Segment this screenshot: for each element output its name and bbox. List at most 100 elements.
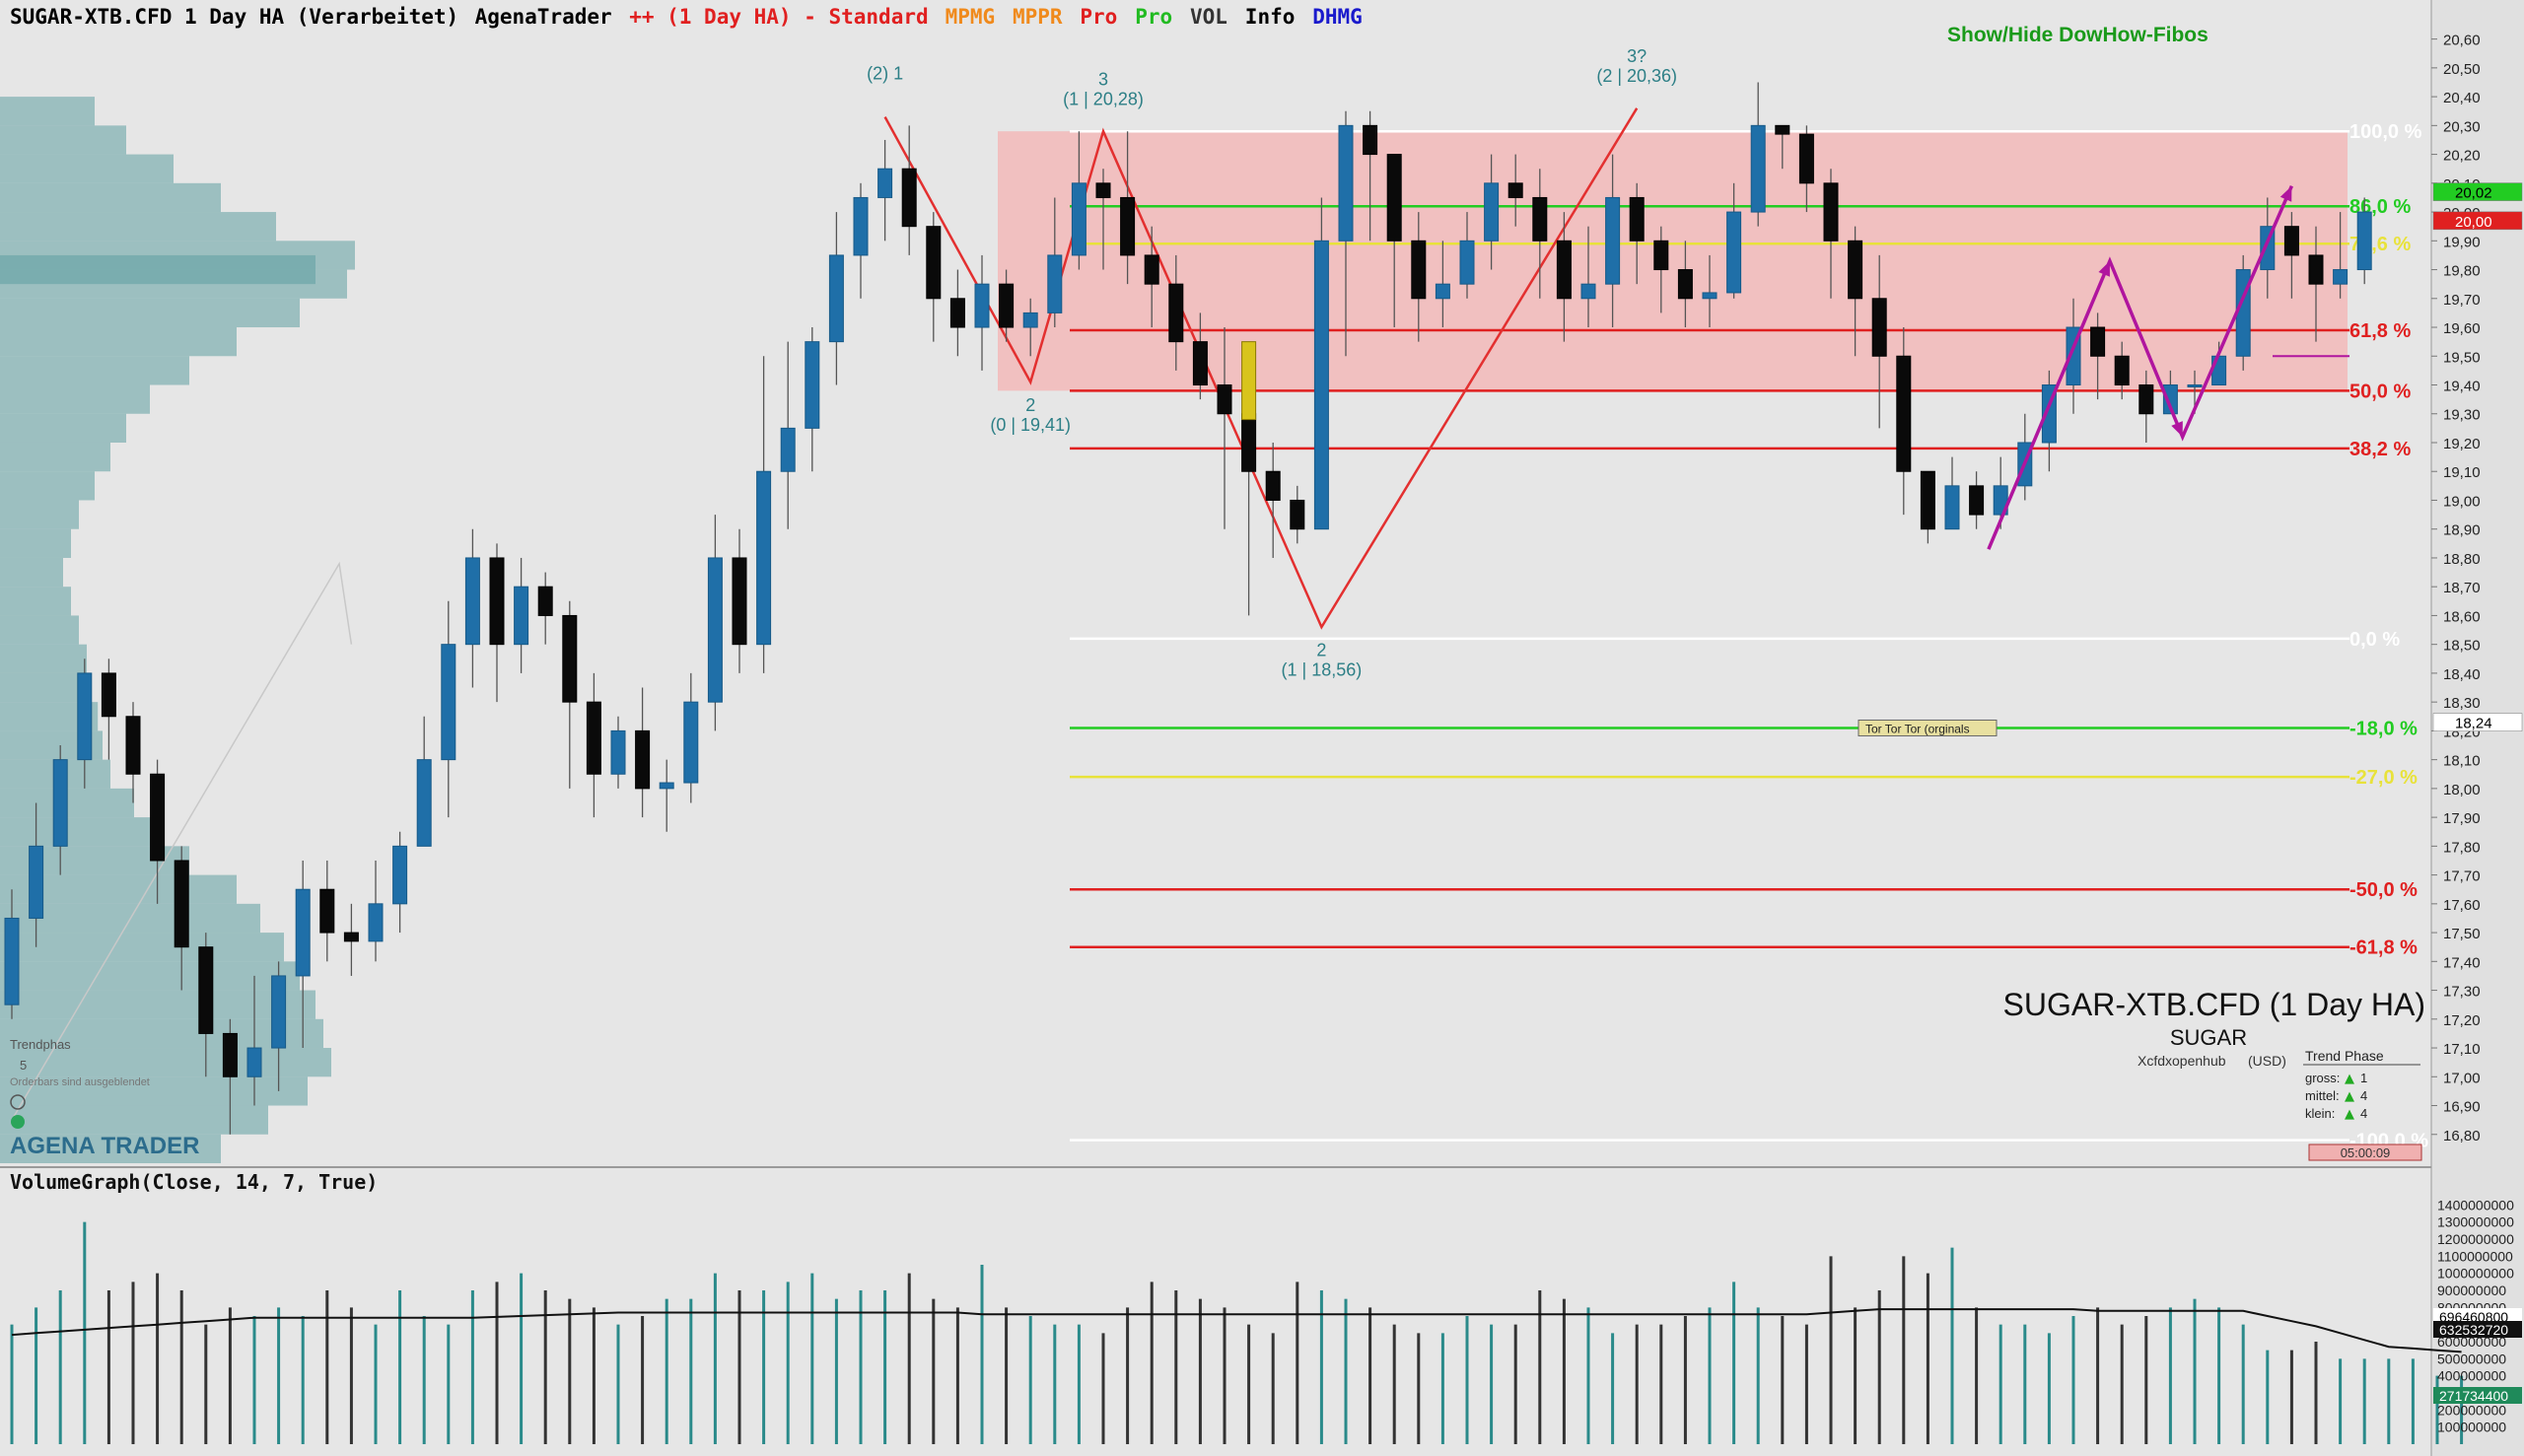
price-tick-label: 18,40	[2443, 666, 2481, 683]
price-tick-label: 19,90	[2443, 234, 2481, 250]
price-tick-label: 16,80	[2443, 1128, 2481, 1144]
candle	[1944, 485, 1960, 530]
trend-guide-line	[11, 561, 353, 1121]
price-tick-label: 17,90	[2443, 810, 2481, 827]
price-tick-label: 17,80	[2443, 839, 2481, 856]
candle	[901, 168, 917, 228]
show-hide-fibos-link[interactable]: Show/Hide DowHow-Fibos	[1947, 24, 2208, 46]
price-tick-label: 19,10	[2443, 464, 2481, 481]
signal-label-box	[1858, 719, 1998, 736]
candle	[150, 773, 166, 862]
volume-marker-box	[2433, 1308, 2522, 1325]
candle	[1702, 292, 1718, 300]
candle	[828, 254, 844, 343]
volume-marker-label: 632532720	[2439, 1322, 2508, 1338]
volume-tick-label: 1200000000	[2437, 1231, 2514, 1247]
zigzag-label-text: 2	[1025, 395, 1035, 415]
volume-profile-row	[0, 990, 316, 1019]
candle	[1047, 254, 1063, 313]
heikin-ashi-candles	[4, 82, 2372, 1135]
trend-row-label: klein:	[2305, 1106, 2335, 1121]
fib-label: -50,0 %	[2349, 879, 2418, 901]
header-segment: MPMG	[946, 5, 996, 29]
price-tick-label: 17,70	[2443, 868, 2481, 885]
price-tick-label: 19,40	[2443, 379, 2481, 395]
candle	[246, 1047, 262, 1077]
price-tick-label: 19,50	[2443, 349, 2481, 366]
volume-profile-row	[0, 1018, 323, 1049]
volume-profile-row	[0, 269, 347, 299]
candle	[805, 341, 820, 429]
price-tick-label: 17,30	[2443, 984, 2481, 1001]
candle	[1750, 124, 1766, 213]
candle	[1823, 182, 1839, 242]
fib-levels: 100,0 %86,0 %78,6 %61,8 %50,0 %38,2 %0,0…	[1070, 121, 2428, 1152]
candle	[926, 226, 942, 300]
price-tick-label: 18,90	[2443, 522, 2481, 539]
candle	[1580, 283, 1596, 300]
volume-profile-row	[0, 356, 189, 385]
volume-average-line	[11, 1308, 2462, 1353]
candle	[295, 888, 311, 977]
candle	[2187, 384, 2203, 388]
price-tick-label: 17,60	[2443, 897, 2481, 914]
price-marker-box	[2432, 211, 2523, 231]
candle	[1653, 240, 1669, 271]
volume-profile-row	[0, 644, 87, 673]
zigzag-label-text: (1 | 20,28)	[1063, 89, 1144, 108]
volume-tick-label: 900000000	[2437, 1283, 2506, 1298]
candle	[1848, 240, 1863, 300]
header-segment: DHMG	[1312, 5, 1363, 29]
settings-icon	[10, 1094, 26, 1110]
candle	[1605, 196, 1621, 285]
price-tick-label: 18,50	[2443, 638, 2481, 655]
price-marker-box	[2432, 713, 2523, 731]
volume-profile-row	[0, 557, 63, 588]
fib-label: -27,0 %	[2349, 767, 2418, 789]
candle	[1726, 211, 1742, 294]
status-icon	[11, 1115, 25, 1129]
volume-profile-row	[0, 1134, 221, 1163]
volume-marker-box	[2433, 1387, 2522, 1404]
volume-bars	[10, 1221, 2464, 1444]
candle	[1095, 182, 1111, 198]
price-marker-label: 20,02	[2455, 185, 2492, 202]
candle	[659, 782, 674, 790]
volume-tick-label: 200000000	[2437, 1402, 2506, 1418]
candle	[2333, 269, 2349, 285]
candle	[683, 701, 699, 784]
price-tick-label: 16,90	[2443, 1099, 2481, 1116]
candle	[1241, 413, 1257, 472]
price-tick-label: 19,30	[2443, 407, 2481, 424]
trend-row-value: 4	[2360, 1106, 2367, 1121]
fib-label: 61,8 %	[2349, 320, 2411, 342]
price-tick-label: 19,00	[2443, 493, 2481, 510]
fib-label: 0,0 %	[2349, 629, 2400, 651]
trend-row-value: 4	[2360, 1088, 2367, 1103]
zigzag-label-text: (0 | 19,41)	[990, 415, 1071, 435]
fib-label: 38,2 %	[2349, 439, 2411, 460]
volume-profile-row	[0, 182, 221, 213]
candle	[1532, 196, 1548, 242]
price-tick-label: 18,10	[2443, 753, 2481, 770]
candle	[1507, 182, 1523, 198]
price-marker-label: 18,24	[2455, 716, 2492, 732]
zigzag-point-label: 2(0 | 19,41)	[990, 395, 1071, 435]
zigzag-label-text: 2	[1316, 640, 1326, 659]
candle	[1556, 240, 1572, 300]
instrument-title: SUGAR-XTB.CFD (1 Day HA)	[2003, 987, 2425, 1022]
candle	[562, 614, 578, 703]
candle	[4, 917, 20, 1005]
zigzag-point-label: 2(1 | 18,56)	[1282, 640, 1363, 679]
price-tick-label: 19,60	[2443, 320, 2481, 337]
volume-profile-row	[0, 500, 79, 529]
candle	[853, 196, 869, 256]
candle	[1920, 470, 1935, 530]
volume-profile-row	[0, 1105, 268, 1135]
candle	[1629, 196, 1645, 242]
trend-row-label: gross:	[2305, 1071, 2340, 1085]
candle	[1022, 312, 1038, 328]
volume-marker-box	[2433, 1321, 2522, 1338]
header-segment: Info	[1245, 5, 1296, 29]
